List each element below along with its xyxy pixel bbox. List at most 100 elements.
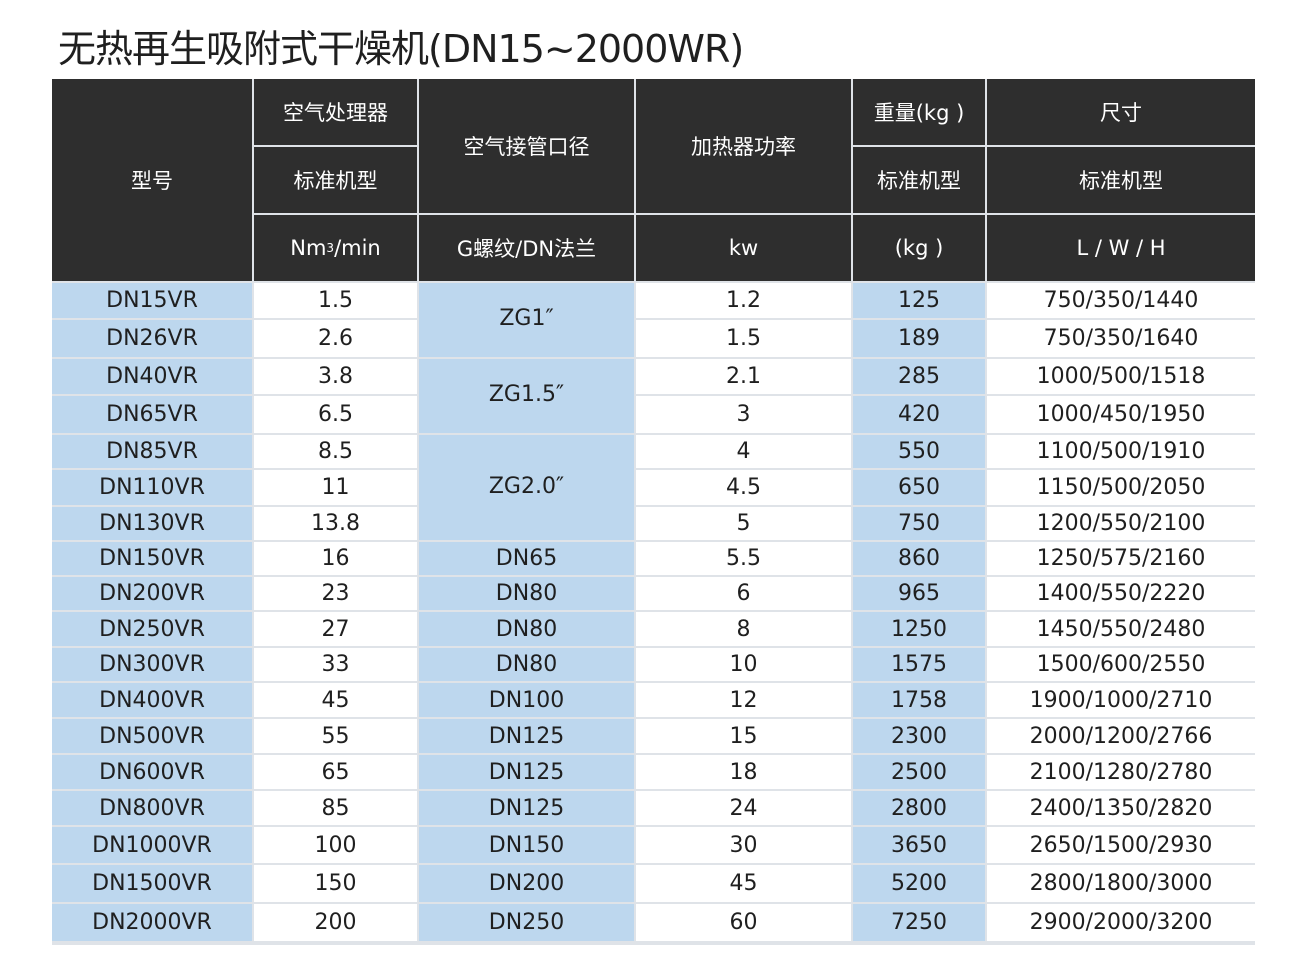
table-cell-weight: 285 bbox=[853, 359, 985, 394]
table-cell-air-flow: 1.5 bbox=[254, 283, 417, 318]
table-cell-size: 750/350/1440 bbox=[987, 283, 1255, 318]
table-cell-size: 2800/1800/3000 bbox=[987, 865, 1255, 902]
table-cell-air-flow: 65 bbox=[254, 755, 417, 789]
table-cell-heater-power: 1.2 bbox=[636, 283, 851, 318]
table-cell-weight: 125 bbox=[853, 283, 985, 318]
table-cell-size: 2000/1200/2766 bbox=[987, 719, 1255, 753]
table-cell-heater-power: 1.5 bbox=[636, 320, 851, 357]
table-cell-model: DN600VR bbox=[52, 755, 252, 789]
table-cell-model: DN500VR bbox=[52, 719, 252, 753]
table-cell-weight: 965 bbox=[853, 577, 985, 610]
table-cell-model: DN15VR bbox=[52, 283, 252, 318]
table-cell-pipe: DN250 bbox=[419, 904, 634, 941]
table-cell-model: DN1500VR bbox=[52, 865, 252, 902]
table-cell-pipe: DN80 bbox=[419, 612, 634, 646]
table-cell-model: DN130VR bbox=[52, 507, 252, 540]
table-cell-heater-power: 6 bbox=[636, 577, 851, 610]
table-cell-model: DN250VR bbox=[52, 612, 252, 646]
table-cell-heater-power: 30 bbox=[636, 827, 851, 863]
table-cell-heater-power: 8 bbox=[636, 612, 851, 646]
table-cell-model: DN40VR bbox=[52, 359, 252, 394]
table-cell-heater-power: 10 bbox=[636, 648, 851, 681]
table-cell-pipe: DN65 bbox=[419, 542, 634, 575]
table-cell-weight: 189 bbox=[853, 320, 985, 357]
table-cell-size: 2100/1280/2780 bbox=[987, 755, 1255, 789]
table-cell-model: DN1000VR bbox=[52, 827, 252, 863]
table-cell-size: 1500/600/2550 bbox=[987, 648, 1255, 681]
table-cell-heater-power: 5.5 bbox=[636, 542, 851, 575]
table-cell-heater-power: 15 bbox=[636, 719, 851, 753]
table-cell-model: DN150VR bbox=[52, 542, 252, 575]
page-title: 无热再生吸附式干燥机(DN15~2000WR) bbox=[58, 27, 744, 71]
table-cell-pipe: DN125 bbox=[419, 791, 634, 825]
table-cell-pipe: DN125 bbox=[419, 719, 634, 753]
header-model: 型号 bbox=[52, 79, 252, 281]
table-cell-air-flow: 2.6 bbox=[254, 320, 417, 357]
table-cell-size: 1450/550/2480 bbox=[987, 612, 1255, 646]
unit-tail: /min bbox=[334, 236, 381, 260]
table-cell-air-flow: 200 bbox=[254, 904, 417, 941]
spec-table: 型号 空气处理器 标准机型 Nm 3/min 空气接管口径 G螺纹/DN法兰 加热器功率 kw 重… bbox=[52, 79, 1255, 945]
table-cell-weight: 1575 bbox=[853, 648, 985, 681]
table-cell-pipe: DN150 bbox=[419, 827, 634, 863]
table-cell-size: 2900/2000/3200 bbox=[987, 904, 1255, 941]
table-cell-model: DN85VR bbox=[52, 435, 252, 468]
header-size-sub: 标准机型 bbox=[987, 147, 1255, 213]
header-weight: 重量(kg ) bbox=[853, 79, 985, 145]
table-cell-weight: 7250 bbox=[853, 904, 985, 941]
table-cell-pipe: ZG1″ bbox=[419, 283, 634, 357]
table-cell-air-flow: 45 bbox=[254, 683, 417, 717]
table-cell-pipe: DN100 bbox=[419, 683, 634, 717]
table-cell-model: DN110VR bbox=[52, 470, 252, 505]
table-cell-model: DN2000VR bbox=[52, 904, 252, 941]
table-cell-air-flow: 13.8 bbox=[254, 507, 417, 540]
header-pipe-unit: G螺纹/DN法兰 bbox=[419, 215, 634, 281]
table-cell-air-flow: 16 bbox=[254, 542, 417, 575]
table-cell-weight: 420 bbox=[853, 396, 985, 433]
table-cell-pipe: DN80 bbox=[419, 577, 634, 610]
table-cell-size: 1900/1000/2710 bbox=[987, 683, 1255, 717]
table-cell-heater-power: 18 bbox=[636, 755, 851, 789]
table-cell-weight: 2500 bbox=[853, 755, 985, 789]
table-cell-size: 1000/500/1518 bbox=[987, 359, 1255, 394]
table-cell-air-flow: 23 bbox=[254, 577, 417, 610]
table-cell-heater-power: 45 bbox=[636, 865, 851, 902]
table-cell-weight: 550 bbox=[853, 435, 985, 468]
table-cell-air-flow: 55 bbox=[254, 719, 417, 753]
table-cell-air-flow: 3.8 bbox=[254, 359, 417, 394]
table-cell-pipe: DN80 bbox=[419, 648, 634, 681]
header-air-processor-sub: 标准机型 bbox=[254, 147, 417, 213]
header-pipe: 空气接管口径 bbox=[419, 79, 634, 213]
table-cell-weight: 1758 bbox=[853, 683, 985, 717]
table-cell-pipe: DN125 bbox=[419, 755, 634, 789]
table-cell-size: 1400/550/2220 bbox=[987, 577, 1255, 610]
table-cell-size: 1100/500/1910 bbox=[987, 435, 1255, 468]
header-heater: 加热器功率 bbox=[636, 79, 851, 213]
table-cell-heater-power: 3 bbox=[636, 396, 851, 433]
table-cell-weight: 2300 bbox=[853, 719, 985, 753]
table-cell-size: 1200/550/2100 bbox=[987, 507, 1255, 540]
table-cell-model: DN65VR bbox=[52, 396, 252, 433]
header-weight-sub: 标准机型 bbox=[853, 147, 985, 213]
table-cell-heater-power: 4.5 bbox=[636, 470, 851, 505]
table-cell-model: DN26VR bbox=[52, 320, 252, 357]
table-cell-model: DN300VR bbox=[52, 648, 252, 681]
table-cell-model: DN400VR bbox=[52, 683, 252, 717]
table-cell-heater-power: 4 bbox=[636, 435, 851, 468]
unit-base: Nm bbox=[290, 236, 327, 260]
header-size: 尺寸 bbox=[987, 79, 1255, 145]
header-air-processor-unit: Nm 3/min bbox=[254, 215, 417, 281]
table-cell-pipe: ZG1.5″ bbox=[419, 359, 634, 433]
table-cell-air-flow: 100 bbox=[254, 827, 417, 863]
table-cell-heater-power: 60 bbox=[636, 904, 851, 941]
table-cell-heater-power: 24 bbox=[636, 791, 851, 825]
table-cell-size: 750/350/1640 bbox=[987, 320, 1255, 357]
table-cell-weight: 5200 bbox=[853, 865, 985, 902]
table-cell-size: 1250/575/2160 bbox=[987, 542, 1255, 575]
table-cell-heater-power: 2.1 bbox=[636, 359, 851, 394]
table-cell-weight: 750 bbox=[853, 507, 985, 540]
header-heater-unit: kw bbox=[636, 215, 851, 281]
header-air-processor: 空气处理器 bbox=[254, 79, 417, 145]
table-cell-model: DN200VR bbox=[52, 577, 252, 610]
table-cell-weight: 1250 bbox=[853, 612, 985, 646]
